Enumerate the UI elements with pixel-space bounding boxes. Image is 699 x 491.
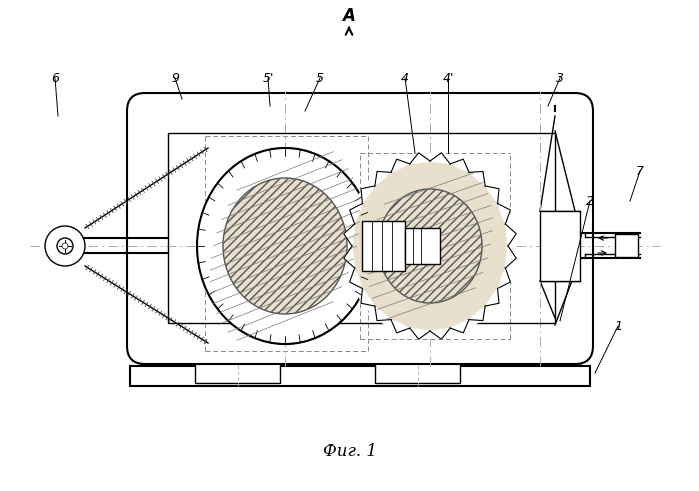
Text: 6: 6 bbox=[51, 72, 59, 84]
Polygon shape bbox=[505, 224, 517, 246]
Polygon shape bbox=[505, 246, 517, 268]
Text: 4': 4' bbox=[442, 72, 454, 84]
Bar bbox=[375, 361, 460, 383]
Bar bbox=[195, 361, 280, 383]
Polygon shape bbox=[375, 171, 391, 186]
Polygon shape bbox=[410, 328, 430, 339]
Ellipse shape bbox=[378, 189, 482, 303]
Polygon shape bbox=[391, 320, 410, 333]
Bar bbox=[405, 228, 440, 264]
Text: Фиг. 1: Фиг. 1 bbox=[323, 442, 377, 460]
Text: 4: 4 bbox=[401, 72, 409, 84]
FancyBboxPatch shape bbox=[127, 93, 593, 364]
Ellipse shape bbox=[223, 178, 347, 314]
Polygon shape bbox=[485, 289, 499, 306]
Polygon shape bbox=[361, 186, 375, 203]
Bar bbox=[615, 234, 638, 257]
Polygon shape bbox=[450, 159, 469, 172]
Circle shape bbox=[62, 243, 68, 249]
Polygon shape bbox=[391, 159, 410, 172]
Text: 1: 1 bbox=[614, 320, 622, 332]
Polygon shape bbox=[469, 171, 485, 186]
Text: 2: 2 bbox=[586, 194, 594, 208]
Polygon shape bbox=[361, 289, 375, 306]
Polygon shape bbox=[485, 186, 499, 203]
Text: 7: 7 bbox=[636, 164, 644, 178]
Polygon shape bbox=[498, 268, 510, 289]
Polygon shape bbox=[450, 320, 469, 333]
Bar bbox=[362, 221, 405, 271]
Bar bbox=[130, 366, 590, 386]
Polygon shape bbox=[344, 224, 354, 246]
Polygon shape bbox=[430, 153, 450, 164]
Ellipse shape bbox=[352, 161, 508, 331]
Polygon shape bbox=[350, 268, 363, 289]
Ellipse shape bbox=[344, 153, 516, 339]
Text: 5: 5 bbox=[316, 72, 324, 84]
Text: 9: 9 bbox=[171, 72, 179, 84]
Polygon shape bbox=[430, 328, 450, 339]
Bar bbox=[168, 133, 555, 323]
Polygon shape bbox=[344, 246, 354, 268]
Text: A: A bbox=[343, 7, 355, 25]
Circle shape bbox=[45, 226, 85, 266]
Bar bbox=[140, 361, 580, 365]
Circle shape bbox=[57, 238, 73, 254]
Bar bbox=[540, 211, 580, 281]
Polygon shape bbox=[469, 306, 485, 321]
Polygon shape bbox=[375, 306, 391, 321]
Polygon shape bbox=[350, 203, 363, 224]
Ellipse shape bbox=[197, 148, 373, 344]
Polygon shape bbox=[410, 153, 430, 164]
Text: 3: 3 bbox=[556, 72, 564, 84]
Text: 5': 5' bbox=[262, 72, 274, 84]
Polygon shape bbox=[498, 203, 510, 224]
